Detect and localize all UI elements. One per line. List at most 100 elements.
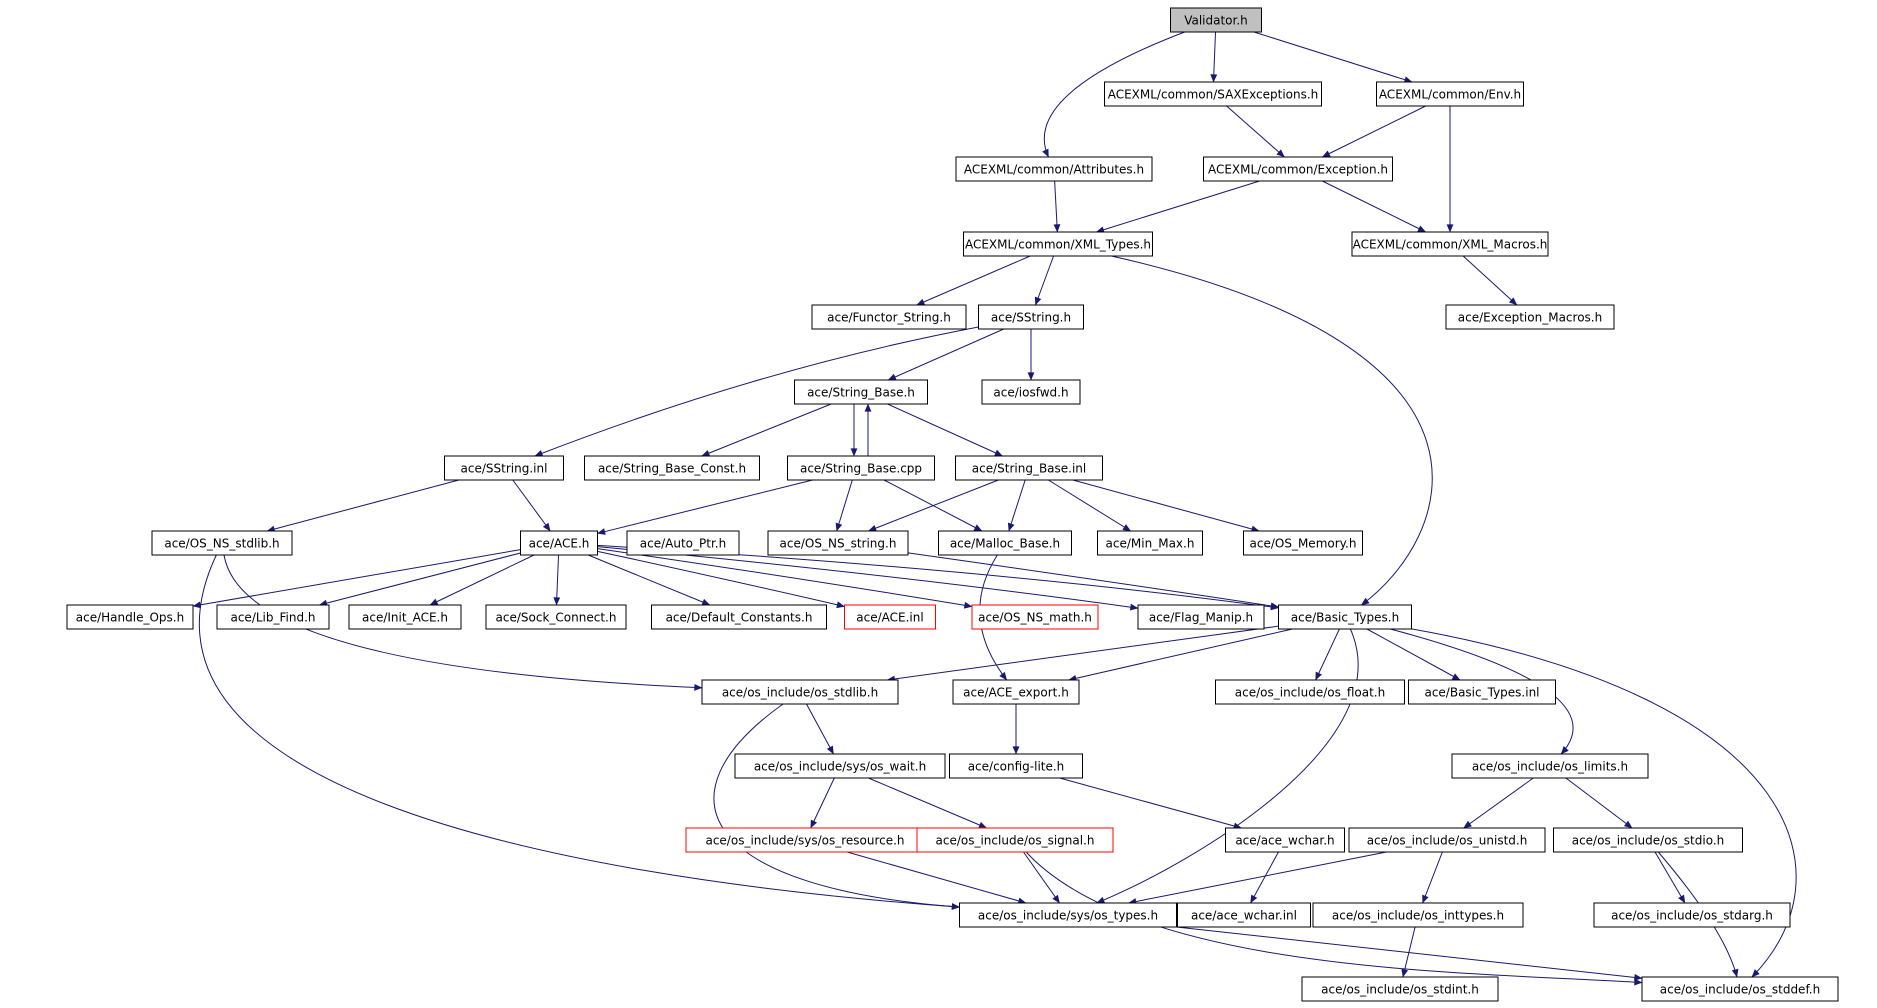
node-xml_macros[interactable]: ACEXML/common/XML_Macros.h [1351, 231, 1549, 257]
node-handle_ops[interactable]: ace/Handle_Ops.h [66, 604, 194, 630]
node-string_base[interactable]: ace/String_Base.h [794, 379, 928, 405]
node-config_lite[interactable]: ace/config-lite.h [949, 753, 1083, 779]
node-box-string_base_const[interactable] [584, 455, 760, 481]
node-init_ace[interactable]: ace/Init_ACE.h [348, 604, 462, 630]
node-box-os_stdio[interactable] [1553, 827, 1743, 853]
node-os_stdint[interactable]: ace/os_include/os_stdint.h [1301, 976, 1499, 1002]
node-box-ace_h[interactable] [520, 530, 598, 556]
node-os_stdio[interactable]: ace/os_include/os_stdio.h [1553, 827, 1743, 853]
node-os_stdlib[interactable]: ace/os_include/os_stdlib.h [701, 679, 899, 705]
node-box-exception[interactable] [1203, 156, 1393, 182]
node-default_constants[interactable]: ace/Default_Constants.h [651, 604, 827, 630]
node-ace_inl[interactable]: ace/ACE.inl [844, 604, 936, 630]
node-box-os_stdarg[interactable] [1593, 902, 1791, 928]
node-os_wait[interactable]: ace/os_include/sys/os_wait.h [734, 753, 946, 779]
node-sstring[interactable]: ace/SString.h [978, 304, 1084, 330]
node-ace_wchar_inl[interactable]: ace/ace_wchar.inl [1177, 902, 1311, 928]
node-functor_string[interactable]: ace/Functor_String.h [811, 304, 967, 330]
node-string_base_const[interactable]: ace/String_Base_Const.h [584, 455, 760, 481]
node-min_max[interactable]: ace/Min_Max.h [1097, 530, 1203, 556]
node-ace_h[interactable]: ace/ACE.h [520, 530, 598, 556]
node-os_unistd[interactable]: ace/os_include/os_unistd.h [1348, 827, 1546, 853]
node-box-os_memory[interactable] [1243, 530, 1363, 556]
node-box-saxexceptions[interactable] [1104, 81, 1322, 107]
node-box-flag_manip[interactable] [1137, 604, 1265, 630]
node-box-xml_macros[interactable] [1351, 231, 1549, 257]
node-box-string_base[interactable] [794, 379, 928, 405]
node-box-ace_wchar[interactable] [1225, 827, 1345, 853]
node-ace_export[interactable]: ace/ACE_export.h [952, 679, 1080, 705]
node-flag_manip[interactable]: ace/Flag_Manip.h [1137, 604, 1265, 630]
node-box-ace_wchar_inl[interactable] [1177, 902, 1311, 928]
node-os_inttypes[interactable]: ace/os_include/os_inttypes.h [1312, 902, 1524, 928]
node-exception_macros[interactable]: ace/Exception_Macros.h [1445, 304, 1615, 330]
node-os_resource[interactable]: ace/os_include/sys/os_resource.h [685, 827, 925, 853]
node-os_types[interactable]: ace/os_include/sys/os_types.h [959, 902, 1177, 928]
node-env[interactable]: ACEXML/common/Env.h [1376, 81, 1524, 107]
node-box-sstring[interactable] [978, 304, 1084, 330]
node-box-os_ns_string[interactable] [767, 530, 909, 556]
node-box-os_ns_stdlib[interactable] [151, 530, 293, 556]
node-validator[interactable]: Validator.h [1170, 7, 1262, 33]
node-box-sock_connect[interactable] [485, 604, 627, 630]
node-box-exception_macros[interactable] [1445, 304, 1615, 330]
node-box-malloc_base[interactable] [938, 530, 1072, 556]
node-basic_types[interactable]: ace/Basic_Types.h [1278, 604, 1412, 630]
node-os_float[interactable]: ace/os_include/os_float.h [1215, 679, 1405, 705]
node-exception[interactable]: ACEXML/common/Exception.h [1203, 156, 1393, 182]
node-box-default_constants[interactable] [651, 604, 827, 630]
node-malloc_base[interactable]: ace/Malloc_Base.h [938, 530, 1072, 556]
node-box-basic_types[interactable] [1278, 604, 1412, 630]
node-os_stddef[interactable]: ace/os_include/os_stddef.h [1641, 976, 1839, 1002]
node-string_base_inl[interactable]: ace/String_Base.inl [955, 455, 1103, 481]
node-os_ns_math[interactable]: ace/OS_NS_math.h [971, 604, 1099, 630]
node-lib_find[interactable]: ace/Lib_Find.h [216, 604, 330, 630]
node-box-lib_find[interactable] [216, 604, 330, 630]
node-ace_wchar[interactable]: ace/ace_wchar.h [1225, 827, 1345, 853]
node-box-basic_types_inl[interactable] [1408, 679, 1556, 705]
node-box-os_ns_math[interactable] [971, 604, 1099, 630]
node-box-attributes[interactable] [955, 156, 1153, 182]
node-sock_connect[interactable]: ace/Sock_Connect.h [485, 604, 627, 630]
node-box-os_unistd[interactable] [1348, 827, 1546, 853]
node-box-os_resource[interactable] [685, 827, 925, 853]
node-os_limits[interactable]: ace/os_include/os_limits.h [1451, 753, 1649, 779]
node-box-iosfwd[interactable] [981, 379, 1081, 405]
node-attributes[interactable]: ACEXML/common/Attributes.h [955, 156, 1153, 182]
node-os_ns_string[interactable]: ace/OS_NS_string.h [767, 530, 909, 556]
node-box-min_max[interactable] [1097, 530, 1203, 556]
node-box-ace_export[interactable] [952, 679, 1080, 705]
node-xml_types[interactable]: ACEXML/common/XML_Types.h [963, 231, 1153, 257]
node-os_stdarg[interactable]: ace/os_include/os_stdarg.h [1593, 902, 1791, 928]
node-box-validator[interactable] [1170, 7, 1262, 33]
node-saxexceptions[interactable]: ACEXML/common/SAXExceptions.h [1104, 81, 1322, 107]
node-auto_ptr[interactable]: ace/Auto_Ptr.h [626, 530, 740, 556]
node-box-os_types[interactable] [959, 902, 1177, 928]
node-os_memory[interactable]: ace/OS_Memory.h [1243, 530, 1363, 556]
node-box-os_stdlib[interactable] [701, 679, 899, 705]
node-box-os_limits[interactable] [1451, 753, 1649, 779]
node-box-ace_inl[interactable] [844, 604, 936, 630]
node-iosfwd[interactable]: ace/iosfwd.h [981, 379, 1081, 405]
node-box-auto_ptr[interactable] [626, 530, 740, 556]
node-box-init_ace[interactable] [348, 604, 462, 630]
node-box-config_lite[interactable] [949, 753, 1083, 779]
node-box-functor_string[interactable] [811, 304, 967, 330]
node-box-os_stddef[interactable] [1641, 976, 1839, 1002]
node-box-os_stdint[interactable] [1301, 976, 1499, 1002]
node-box-sstring_inl[interactable] [444, 455, 564, 481]
node-box-os_float[interactable] [1215, 679, 1405, 705]
node-os_signal[interactable]: ace/os_include/os_signal.h [916, 827, 1114, 853]
node-box-xml_types[interactable] [963, 231, 1153, 257]
node-box-os_wait[interactable] [734, 753, 946, 779]
node-basic_types_inl[interactable]: ace/Basic_Types.inl [1408, 679, 1556, 705]
node-box-handle_ops[interactable] [66, 604, 194, 630]
node-box-string_base_cpp[interactable] [787, 455, 935, 481]
node-string_base_cpp[interactable]: ace/String_Base.cpp [787, 455, 935, 481]
node-sstring_inl[interactable]: ace/SString.inl [444, 455, 564, 481]
node-box-os_inttypes[interactable] [1312, 902, 1524, 928]
node-os_ns_stdlib[interactable]: ace/OS_NS_stdlib.h [151, 530, 293, 556]
node-box-env[interactable] [1376, 81, 1524, 107]
node-box-os_signal[interactable] [916, 827, 1114, 853]
node-box-string_base_inl[interactable] [955, 455, 1103, 481]
